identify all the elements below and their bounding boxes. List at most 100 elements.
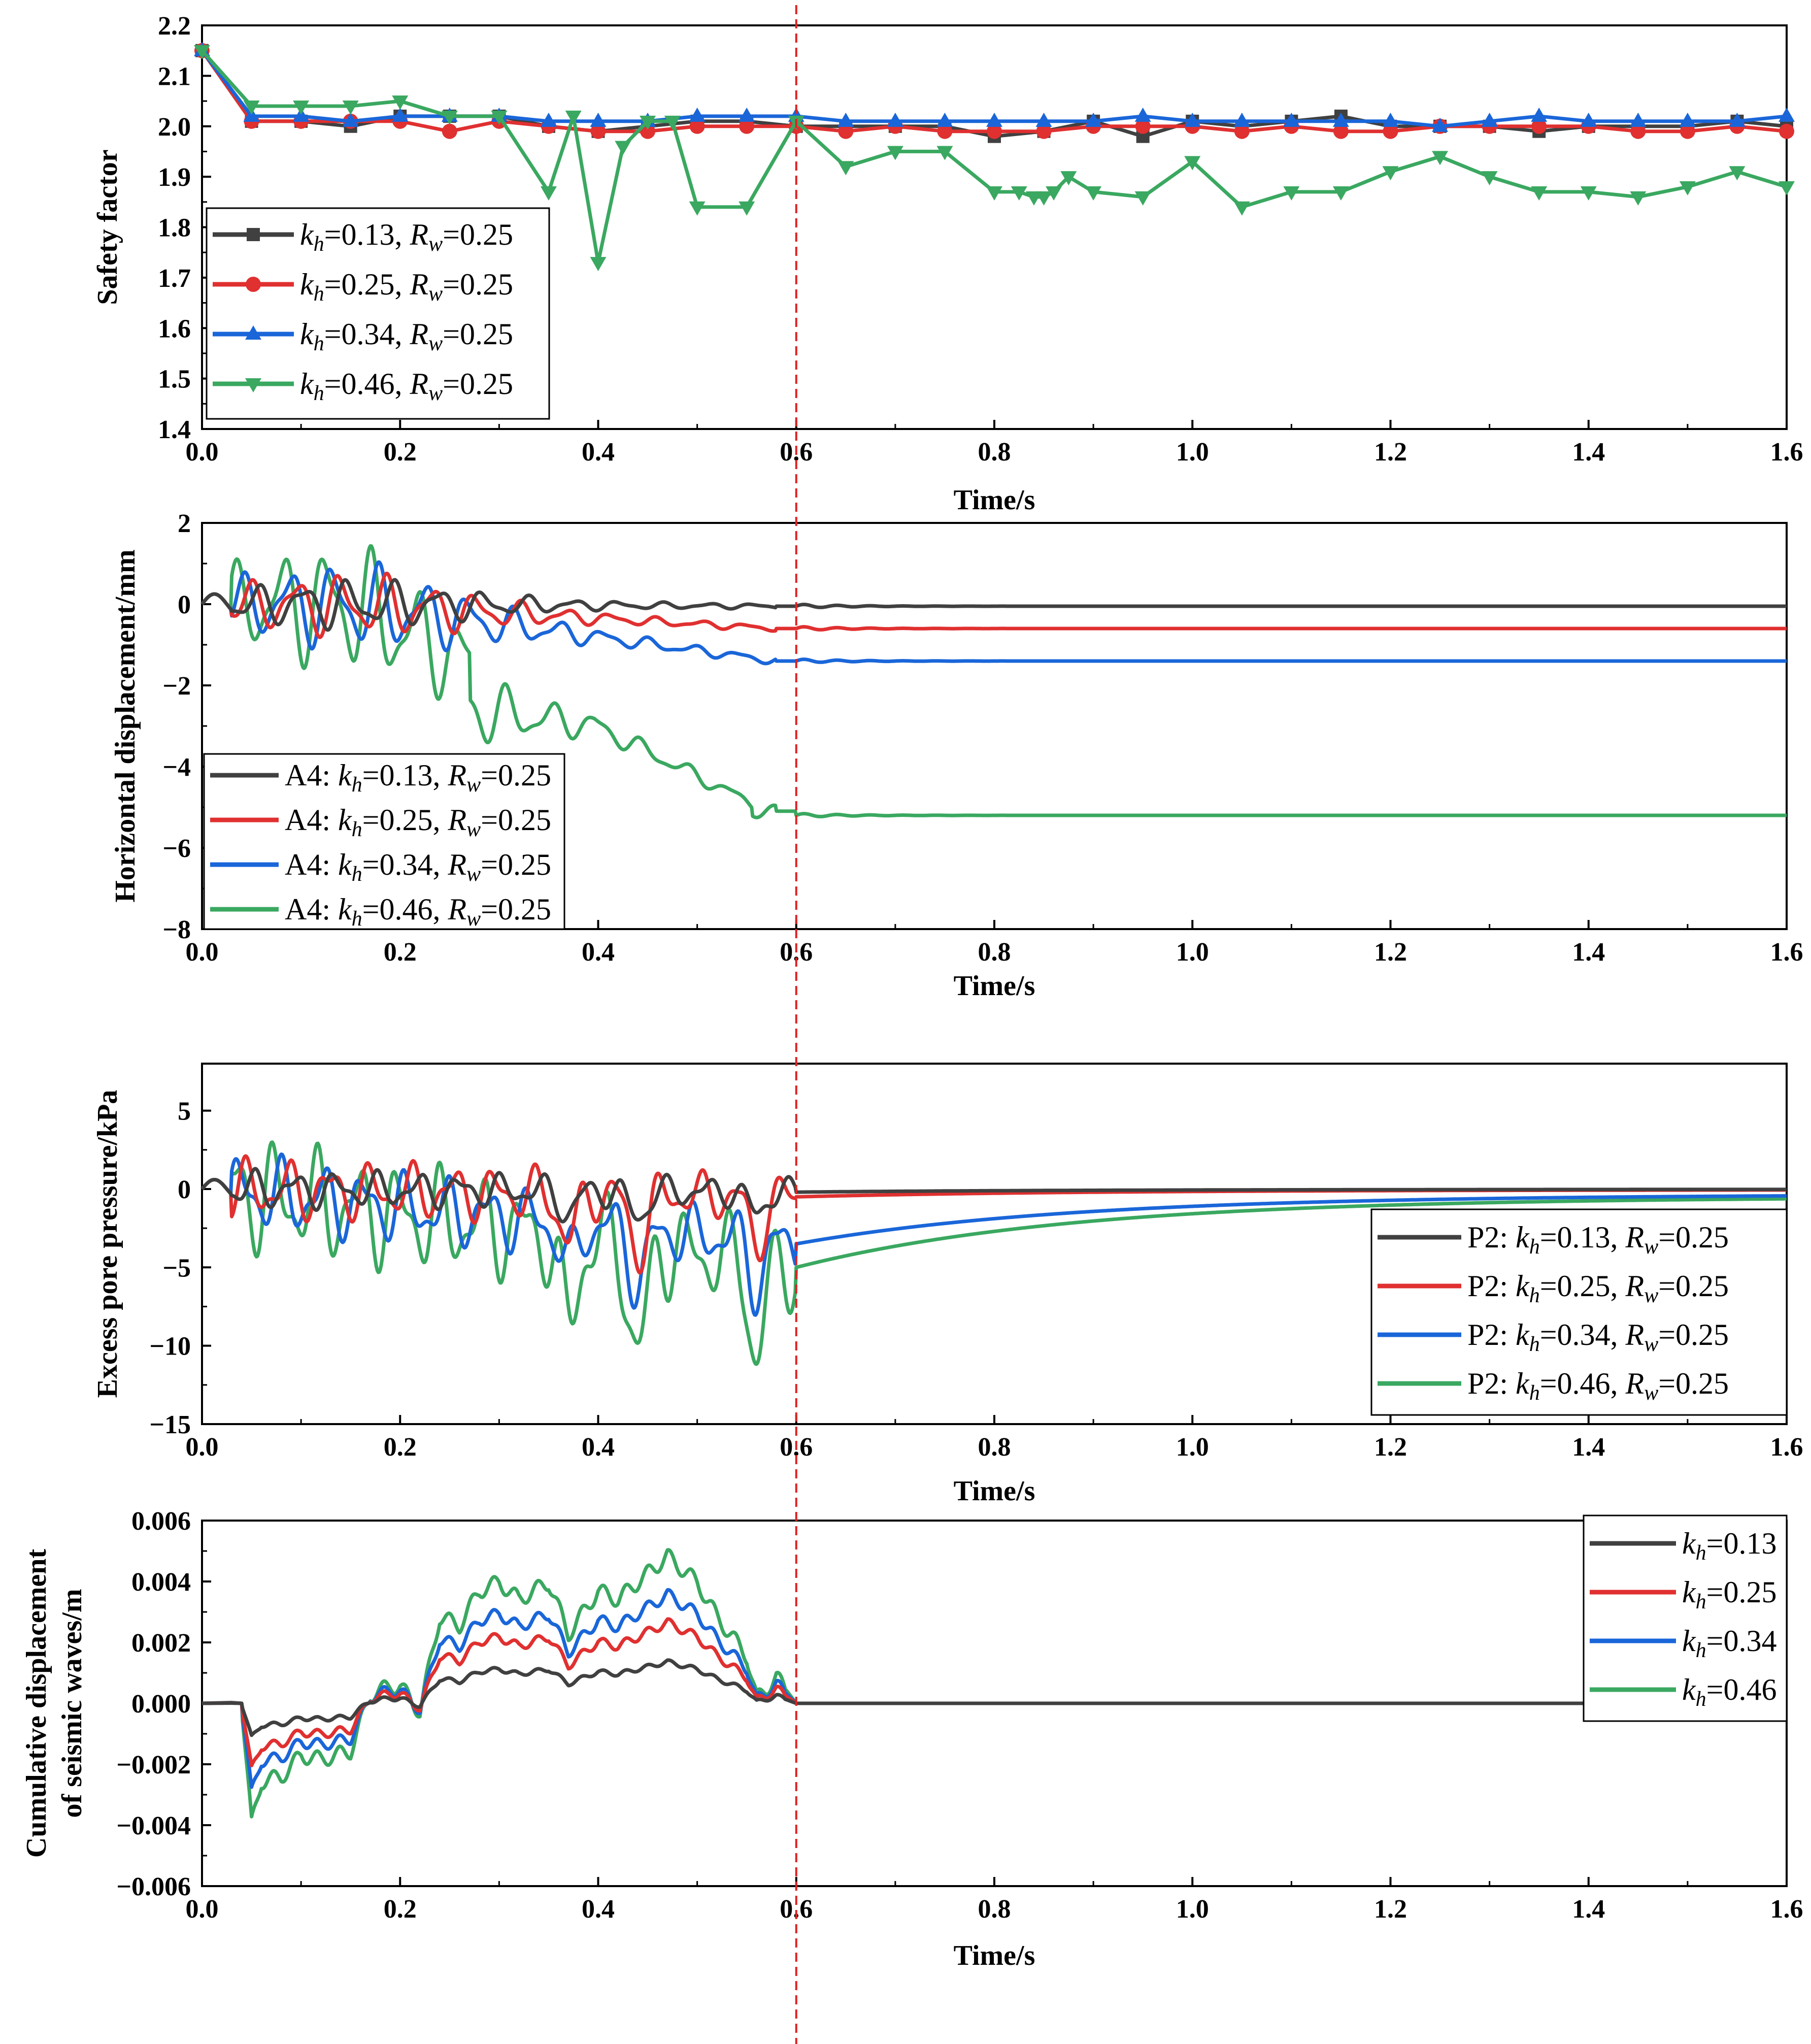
safety-series-line xyxy=(200,49,1788,265)
legend-r-subscript: w xyxy=(428,332,443,355)
legend-k-value: 0.13 xyxy=(1723,1527,1776,1560)
safety-data-point xyxy=(1779,123,1794,139)
horizontal-ytick-label: 0 xyxy=(178,590,191,619)
horizontal-xtick-label: 0.2 xyxy=(384,938,417,967)
safety-data-point xyxy=(1233,201,1250,216)
legend-k-value: 0.13 xyxy=(341,218,394,251)
horizontal-ytick-label: −6 xyxy=(162,834,191,863)
horizontal-y-axis-title: Horizontal displacement/mm xyxy=(110,549,141,902)
legend-k-subscript: h xyxy=(1696,1590,1706,1613)
safety-data-point xyxy=(1729,112,1746,127)
legend-prefix: A4: xyxy=(285,803,338,837)
pore-ytick-label: −5 xyxy=(162,1254,191,1282)
legend-equals: = xyxy=(1658,1367,1675,1400)
cumulative-legend-frame xyxy=(1583,1514,1788,1722)
legend-equals: = xyxy=(1540,1221,1557,1254)
legend-r-symbol: R xyxy=(447,759,466,792)
legend-k-symbol: k xyxy=(1516,1221,1530,1254)
safety-data-point xyxy=(689,201,706,216)
legend-k-subscript: h xyxy=(314,233,324,256)
legend-r-value: 0.25 xyxy=(1675,1367,1729,1400)
legend-k-subscript: h xyxy=(1696,1639,1706,1662)
cumulative-displacement-panel: 0.0 0.2 0.4 0.6 0.8 1.0 1.2 1.4 1.6−0.006−0.004−… xyxy=(21,1507,1803,1971)
safety-xtick-label: 1.4 xyxy=(1572,438,1605,467)
legend-equals: = xyxy=(1540,1367,1557,1400)
legend-r-symbol: R xyxy=(409,367,428,401)
safety-data-point xyxy=(1481,112,1498,127)
safety-data-point xyxy=(689,118,705,134)
legend-k-symbol: k xyxy=(338,848,352,881)
legend-separator: , xyxy=(1611,1318,1626,1351)
safety-data-point xyxy=(392,107,409,122)
legend-r-value: 0.25 xyxy=(460,268,513,301)
legend-r-symbol: R xyxy=(409,268,428,301)
legend-k-subscript: h xyxy=(1529,1284,1540,1307)
safety-ytick-label: 1.5 xyxy=(158,365,191,394)
cumulative-legend-entry: kh=0.25 xyxy=(1682,1575,1776,1613)
legend-k-value: 0.34 xyxy=(1723,1624,1776,1658)
legend-r-symbol: R xyxy=(1625,1318,1645,1351)
cumulative-xtick-label: 1.4 xyxy=(1572,1895,1605,1924)
safety-data-point xyxy=(1184,112,1201,127)
legend-equals: = xyxy=(324,367,342,401)
legend-prefix: P2: xyxy=(1467,1318,1516,1351)
legend-equals: = xyxy=(362,848,380,881)
legend-r-subscript: w xyxy=(428,233,443,256)
cumulative-legend-entry: kh=0.34 xyxy=(1682,1624,1776,1662)
legend-prefix: A4: xyxy=(285,893,338,926)
safety-data-point xyxy=(1046,186,1062,201)
safety-data-point xyxy=(293,101,310,115)
safety-data-point xyxy=(491,110,508,125)
horizontal-series-line xyxy=(200,572,1788,639)
legend-k-value: 0.46 xyxy=(1723,1673,1776,1706)
pore-series-line xyxy=(200,1152,1788,1317)
legend-k-subscript: h xyxy=(1696,1541,1706,1565)
safety-data-point xyxy=(1035,112,1052,127)
safety-data-point xyxy=(838,123,854,139)
legend-r-subscript: w xyxy=(466,818,481,841)
safety-data-point xyxy=(936,112,953,127)
legend-prefix: P2: xyxy=(1467,1367,1516,1400)
safety-data-point xyxy=(194,45,210,59)
excess-pore-pressure-panel: 0.0 0.2 0.4 0.6 0.8 1.0 1.2 1.4 1.6−15−10−505Tim… xyxy=(92,1063,1803,1507)
legend-equals: = xyxy=(1706,1575,1724,1609)
legend-r-subscript: w xyxy=(1644,1381,1658,1405)
cumulative-x-axis-title: Time/s xyxy=(954,1940,1035,1971)
horizontal-legend-entry: A4: kh=0.34, Rw=0.25 xyxy=(285,848,551,886)
safety-data-point xyxy=(1531,107,1548,122)
cumulative-ytick-label: 0.004 xyxy=(131,1568,191,1597)
safety-data-point xyxy=(392,95,409,110)
safety-data-point xyxy=(590,123,606,139)
legend-r-subscript: w xyxy=(428,382,443,405)
cumulative-ytick-label: 0.002 xyxy=(131,1629,191,1658)
safety-data-point xyxy=(1630,112,1647,127)
safety-data-point xyxy=(1332,186,1349,201)
safety-ytick-label: 1.6 xyxy=(158,314,191,343)
safety-xtick-label: 0.2 xyxy=(384,438,417,467)
safety-xtick-label: 0.8 xyxy=(978,438,1011,467)
legend-k-subscript: h xyxy=(352,863,362,886)
safety-data-point xyxy=(887,146,903,160)
safety-data-point xyxy=(1580,186,1597,201)
legend-r-subscript: w xyxy=(428,282,443,306)
legend-equals: = xyxy=(1706,1527,1724,1560)
pore-series-line xyxy=(200,1167,1788,1224)
legend-r-value: 0.25 xyxy=(1675,1269,1729,1303)
pore-x-axis-title: Time/s xyxy=(954,1475,1035,1507)
legend-equals: = xyxy=(443,317,460,351)
legend-equals: = xyxy=(324,317,342,351)
legend-equals: = xyxy=(1706,1624,1724,1658)
safety-ytick-label: 2.1 xyxy=(158,62,191,91)
safety-data-point xyxy=(540,112,557,127)
safety-data-point xyxy=(1729,166,1746,181)
horizontal-xtick-label: 0.4 xyxy=(582,938,615,967)
legend-separator: , xyxy=(432,759,448,792)
safety-data-point xyxy=(1679,112,1696,127)
safety-data-point xyxy=(1135,118,1151,134)
legend-k-symbol: k xyxy=(1682,1673,1696,1706)
safety-legend-entry: kh=0.46, Rw=0.25 xyxy=(300,367,513,405)
cumulative-ytick-label: −0.006 xyxy=(116,1872,191,1901)
legend-k-subscript: h xyxy=(352,773,362,797)
legend-separator: , xyxy=(394,367,410,401)
